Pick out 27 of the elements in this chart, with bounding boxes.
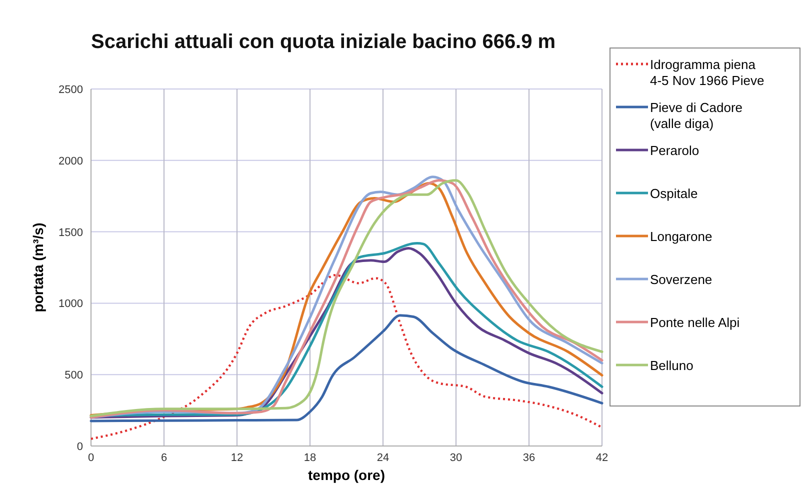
legend-label: Soverzene xyxy=(650,272,712,287)
x-tick-label: 24 xyxy=(376,452,390,464)
x-axis-title: tempo (ore) xyxy=(308,467,385,483)
y-tick-label: 0 xyxy=(76,441,83,453)
y-tick-label: 500 xyxy=(64,370,83,382)
x-tick-label: 12 xyxy=(230,452,244,464)
legend-label: Belluno xyxy=(650,358,694,373)
x-tick-label: 0 xyxy=(88,452,94,464)
x-tick-label: 30 xyxy=(450,452,462,464)
y-tick-label: 1000 xyxy=(58,298,83,310)
x-tick-label: 18 xyxy=(304,452,316,464)
x-tick-label: 6 xyxy=(160,452,168,464)
x-tick-label: 36 xyxy=(522,452,536,464)
legend-label: Ospitale xyxy=(650,186,698,201)
y-tick-label: 2500 xyxy=(58,84,83,96)
line-series xyxy=(90,314,604,422)
chart-title: Scarichi attuali con quota iniziale bacino 666.9 m xyxy=(91,31,556,53)
x-tick-label: 42 xyxy=(596,452,608,464)
legend-label: Perarolo xyxy=(650,143,700,158)
y-tick-label: 2000 xyxy=(58,155,83,168)
line-series xyxy=(90,274,604,440)
legend-label: Pieve di Cadore (valle diga) xyxy=(650,100,742,131)
y-tick-label: 1500 xyxy=(58,226,83,239)
y-axis-title: portata (m³/s) xyxy=(30,222,46,312)
legend-label: Longarone xyxy=(650,229,712,244)
legend-label: Idrogramma piena 4-5 Nov 1966 Pieve xyxy=(650,57,764,88)
legend-label: Ponte nelle Alpi xyxy=(650,315,740,330)
